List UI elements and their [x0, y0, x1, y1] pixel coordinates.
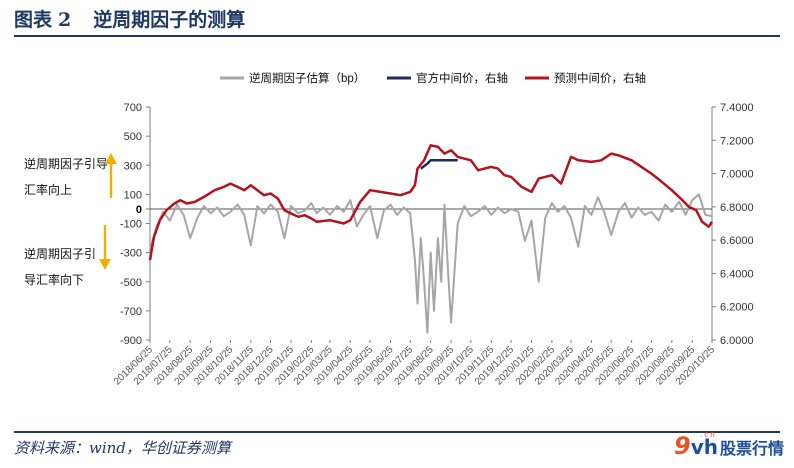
arrow-down-icon [99, 225, 111, 270]
brand-logo: 9vh .cn 股票行情 [674, 430, 784, 462]
y-tick-label: -900 [120, 335, 142, 347]
series-factor [149, 193, 713, 334]
y-tick-label: 100 [124, 189, 142, 201]
y2-tick-label: 6.0000 [720, 335, 754, 347]
y-tick-label: 300 [124, 160, 142, 172]
annotation-up: 逆周期因子引导 汇率向上 [24, 153, 117, 198]
y-tick-label: 700 [124, 102, 142, 114]
series-line-official [420, 159, 458, 170]
y2-tick-label: 7.0000 [720, 169, 754, 181]
y2-tick-label: 6.8000 [720, 202, 754, 214]
annotation-down-line2: 导汇率向下 [24, 272, 84, 287]
annotation-up-line1: 逆周期因子引导 [24, 156, 108, 171]
figure-title: 图表 2 逆周期因子的测算 [14, 5, 245, 31]
y2-tick-label: 6.6000 [720, 235, 754, 247]
y-tick-label: -700 [120, 306, 142, 318]
arrow-up-icon [105, 153, 117, 198]
annotation-down-line1: 逆周期因子引 [24, 246, 96, 261]
figure-number: 2 [58, 9, 72, 31]
y2-tick-label: 7.4000 [720, 102, 754, 114]
y-tick-label: -100 [120, 219, 142, 231]
legend: 逆周期因子估算（bp） 官方中间价，右轴 预测中间价，右轴 [220, 71, 646, 85]
title-rule [14, 35, 780, 37]
brand-name: 股票行情 [719, 439, 784, 458]
y2-tick-label: 6.4000 [720, 268, 754, 280]
legend-label-official: 官方中间价，右轴 [416, 71, 508, 85]
footer-rule [14, 431, 780, 433]
source-note: 资料来源：wind，华创证券测算 [14, 439, 231, 457]
figure-caption: 逆周期因子的测算 [93, 9, 246, 31]
brand-mark: 9 [674, 432, 691, 460]
legend-label-factor: 逆周期因子估算（bp） [249, 71, 365, 85]
annotation-down: 逆周期因子引 导汇率向下 [24, 225, 111, 287]
y-tick-label: -300 [120, 248, 142, 260]
brand-vh: vh [690, 435, 718, 459]
brand-domain: .cn [700, 430, 717, 439]
series-forecast [148, 144, 714, 261]
y-tick-label: 0 [136, 204, 142, 216]
legend-label-forecast: 预测中间价，右轴 [554, 71, 646, 85]
figure-label: 图表 [14, 9, 53, 31]
y-tick-label: -500 [120, 277, 142, 289]
series-line-factor [149, 193, 713, 334]
annotation-up-line2: 汇率向上 [24, 182, 72, 197]
chart: 逆周期因子估算（bp） 官方中间价，右轴 预测中间价，右轴 逆周期因子引导 汇率… [24, 71, 754, 388]
series-official [420, 159, 458, 170]
y-tick-label: 500 [124, 131, 142, 143]
y2-tick-label: 7.2000 [720, 135, 754, 147]
series-line-forecast [148, 144, 714, 261]
y2-tick-label: 6.2000 [720, 302, 754, 314]
